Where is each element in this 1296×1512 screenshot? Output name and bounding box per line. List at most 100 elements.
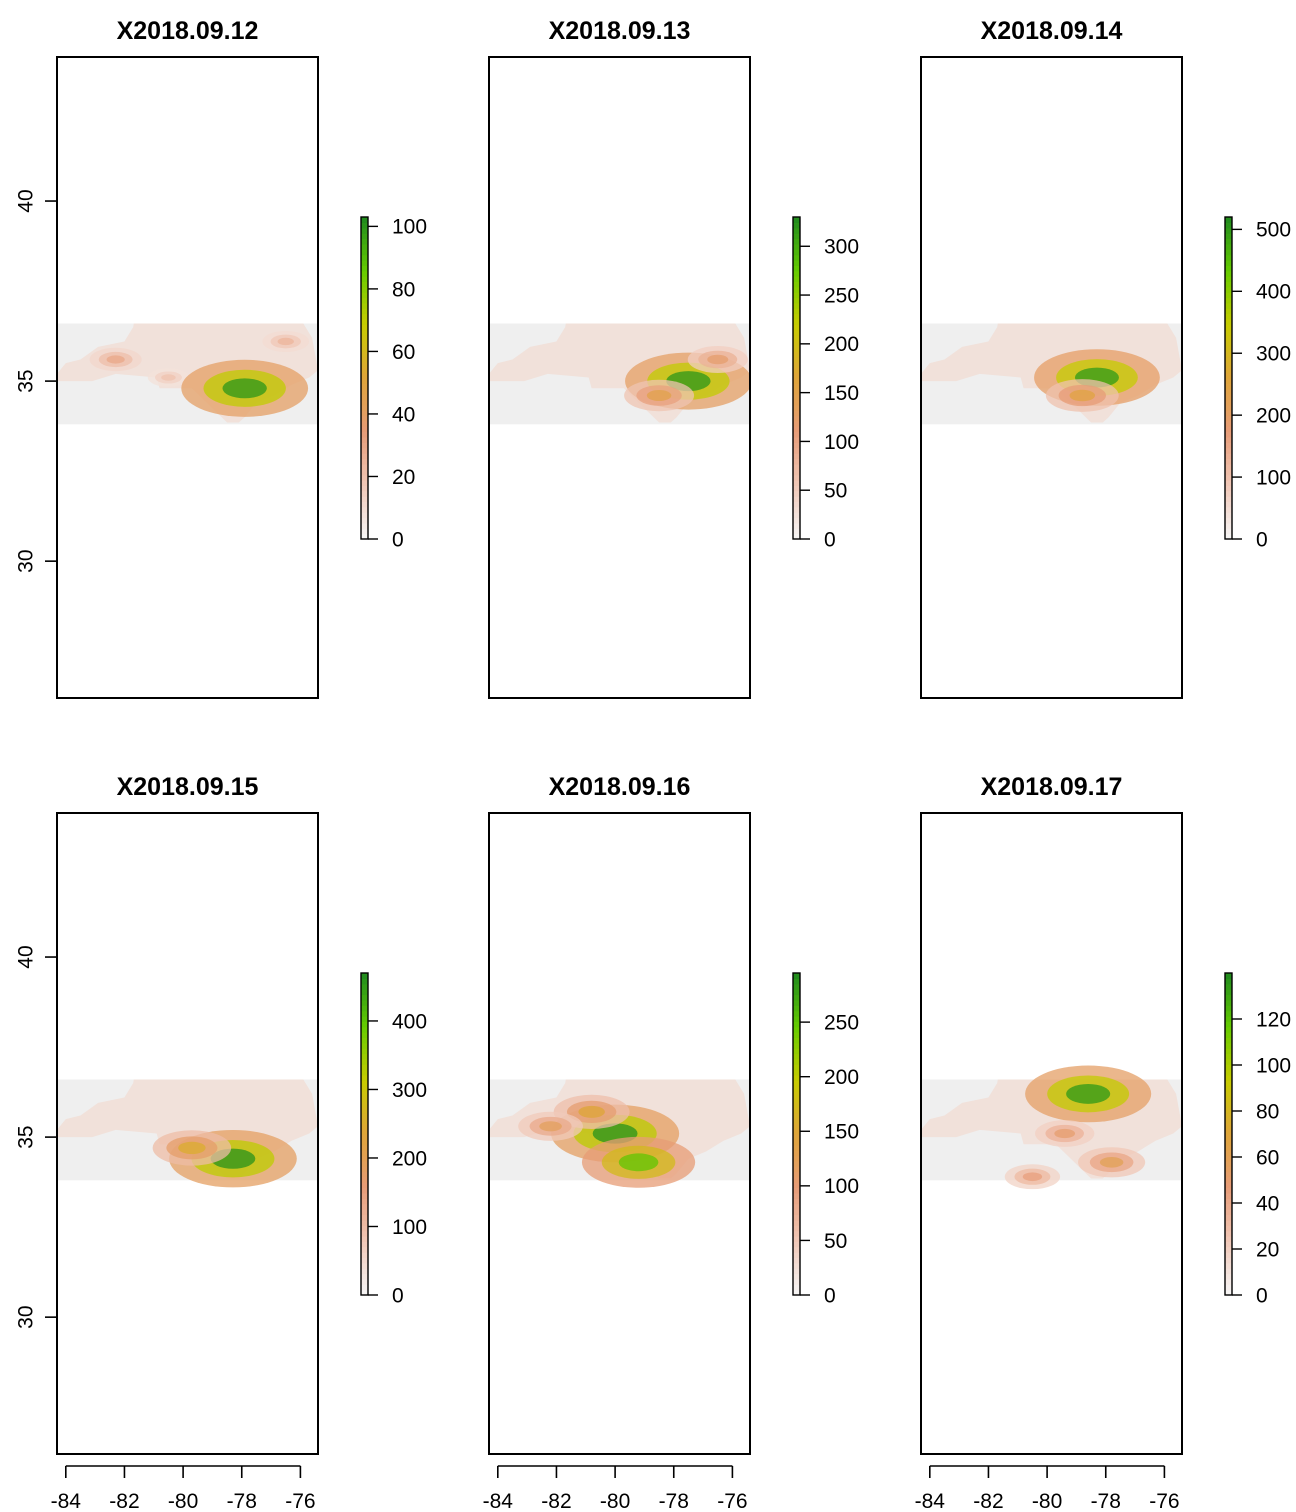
colorbar-cell bbox=[793, 1262, 800, 1269]
colorbar-cell bbox=[793, 297, 800, 304]
colorbar-cell bbox=[793, 1155, 800, 1162]
colorbar-cell bbox=[1225, 533, 1232, 540]
colorbar-cell bbox=[1225, 1230, 1232, 1237]
colorbar-cell bbox=[361, 313, 368, 320]
colorbar-cell bbox=[361, 1203, 368, 1210]
colorbar-cell bbox=[361, 399, 368, 406]
x-tick-label: -76 bbox=[717, 1490, 747, 1512]
colorbar-cell bbox=[1225, 999, 1232, 1006]
colorbar-cell bbox=[361, 994, 368, 1001]
colorbar-cell bbox=[361, 1160, 368, 1167]
colorbar-tick-label: 400 bbox=[392, 1010, 427, 1033]
colorbar-cell bbox=[361, 1241, 368, 1248]
colorbar-cell bbox=[1225, 227, 1232, 234]
colorbar-cell bbox=[361, 308, 368, 315]
x-tick-label: -80 bbox=[600, 1490, 630, 1512]
colorbar-cell bbox=[1225, 1010, 1232, 1017]
colorbar-cell bbox=[793, 259, 800, 266]
colorbar-cell bbox=[1225, 1193, 1232, 1199]
colorbar-cell bbox=[1225, 1058, 1232, 1065]
colorbar-cell bbox=[1225, 994, 1232, 1001]
colorbar-cell bbox=[1225, 1273, 1232, 1280]
colorbar-cell bbox=[1225, 983, 1232, 990]
colorbar-cell bbox=[361, 1176, 368, 1183]
colorbar-cell bbox=[1225, 420, 1232, 427]
colorbar-cell bbox=[793, 1246, 800, 1253]
colorbar-cell bbox=[1225, 222, 1232, 229]
colorbar-tick-label: 80 bbox=[392, 278, 415, 301]
colorbar-cell bbox=[361, 302, 368, 309]
colorbar-cell bbox=[1225, 1096, 1232, 1103]
colorbar-tick-label: 50 bbox=[824, 480, 847, 503]
colorbar-cell bbox=[793, 1176, 800, 1183]
colorbar-cell bbox=[1225, 1117, 1232, 1124]
colorbar-cell bbox=[793, 463, 800, 470]
colorbar-tick-label: 300 bbox=[1256, 343, 1291, 366]
colorbar-cell bbox=[793, 1042, 800, 1049]
panel-title: X2018.09.14 bbox=[981, 17, 1123, 45]
colorbar-cell bbox=[1225, 1262, 1232, 1269]
colorbar-cell bbox=[793, 479, 800, 486]
colorbar-tick-label: 100 bbox=[392, 216, 427, 239]
colorbar: 0 50 100 150 200 250 bbox=[792, 972, 859, 1307]
colorbar-cell bbox=[1225, 485, 1232, 492]
colorbar-cell bbox=[361, 265, 368, 272]
colorbar-cell bbox=[793, 431, 800, 438]
colorbar-cell bbox=[361, 297, 368, 304]
colorbar-cell bbox=[793, 233, 800, 240]
hotspot-2 bbox=[707, 354, 729, 365]
colorbar-cell bbox=[361, 978, 368, 985]
colorbar-cell bbox=[793, 978, 800, 985]
colorbar-cell bbox=[1225, 973, 1232, 979]
colorbar-cell bbox=[361, 388, 368, 395]
plot-frame bbox=[488, 56, 751, 699]
colorbar-cell bbox=[793, 1284, 800, 1291]
colorbar-cell bbox=[793, 313, 800, 320]
hotspot-1 bbox=[178, 1141, 206, 1155]
colorbar-cell bbox=[1225, 1252, 1232, 1259]
hotspot-2 bbox=[578, 1105, 605, 1118]
colorbar-cell bbox=[1225, 329, 1232, 336]
colorbar-cell bbox=[361, 506, 368, 513]
colorbar-tick-label: 100 bbox=[392, 1216, 427, 1239]
colorbar-cell bbox=[1225, 1085, 1232, 1092]
colorbar-cell bbox=[361, 458, 368, 465]
plot-frame bbox=[56, 812, 319, 1455]
colorbar-cell bbox=[361, 259, 368, 266]
hotspot-3 bbox=[539, 1121, 562, 1132]
colorbar-cell bbox=[793, 453, 800, 460]
colorbar-cell bbox=[361, 318, 368, 325]
colorbar-cell bbox=[793, 999, 800, 1006]
colorbar-cell bbox=[361, 1193, 368, 1199]
colorbar-cell bbox=[793, 469, 800, 476]
colorbar-cell bbox=[1225, 254, 1232, 261]
colorbar-cell bbox=[361, 1101, 368, 1108]
colorbar-cell bbox=[361, 1144, 368, 1151]
y-tick-label: 30 bbox=[14, 549, 37, 572]
colorbar-cell bbox=[361, 238, 368, 245]
colorbar-cell bbox=[793, 1150, 800, 1157]
colorbar-cell bbox=[361, 490, 368, 497]
hotspot-2 bbox=[1022, 1172, 1043, 1182]
colorbar-cell bbox=[361, 1037, 368, 1044]
colorbar: 0 100 200 300 400 bbox=[360, 972, 427, 1307]
colorbar-cell bbox=[1225, 1219, 1232, 1226]
colorbar-cell bbox=[1225, 361, 1232, 368]
colorbar-cell bbox=[1225, 1134, 1232, 1140]
colorbar-cell bbox=[1225, 1053, 1232, 1060]
colorbar-cell bbox=[1225, 276, 1232, 282]
colorbar-frame bbox=[1224, 972, 1233, 1296]
colorbar-cell bbox=[1225, 1042, 1232, 1049]
x-tick-label: -82 bbox=[973, 1490, 1003, 1512]
colorbar-tick-label: 500 bbox=[1256, 219, 1291, 242]
colorbar-tick-label: 150 bbox=[824, 382, 859, 405]
y-tick-label: 40 bbox=[14, 945, 37, 968]
colorbar-cell bbox=[1225, 447, 1232, 454]
colorbar-cell bbox=[1225, 399, 1232, 406]
colorbar-cell bbox=[1225, 469, 1232, 476]
colorbar-cell bbox=[793, 415, 800, 422]
colorbar-cell bbox=[361, 281, 368, 288]
colorbar-cell bbox=[361, 496, 368, 503]
y-tick-label: 35 bbox=[14, 369, 37, 392]
